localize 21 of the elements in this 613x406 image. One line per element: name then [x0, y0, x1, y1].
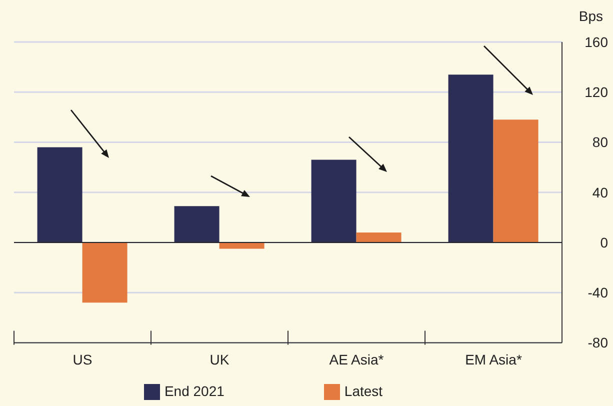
x-tick-label: EM Asia*	[465, 352, 522, 368]
y-axis-title: Bps	[578, 8, 603, 24]
bar	[37, 147, 82, 242]
x-tick-label: UK	[210, 352, 230, 368]
x-tick-label: US	[72, 352, 92, 368]
bar	[493, 120, 538, 242]
y-tick-label: -40	[588, 284, 608, 301]
bar	[448, 74, 494, 242]
y-tick-label: 160	[584, 34, 608, 50]
y-tick-label: 80	[592, 134, 608, 150]
y-tick-label: -80	[588, 334, 608, 351]
y-tick-label: 120	[584, 84, 608, 100]
bar	[82, 242, 128, 303]
x-tick-label: AE Asia*	[329, 352, 384, 368]
legend-label: Latest	[344, 382, 383, 399]
bar	[311, 160, 356, 242]
bar	[174, 206, 220, 242]
legend-label: End 2021	[164, 382, 224, 399]
y-tick-label: 0	[600, 234, 608, 250]
bar	[356, 232, 402, 242]
y-tick-label: 40	[592, 184, 608, 200]
